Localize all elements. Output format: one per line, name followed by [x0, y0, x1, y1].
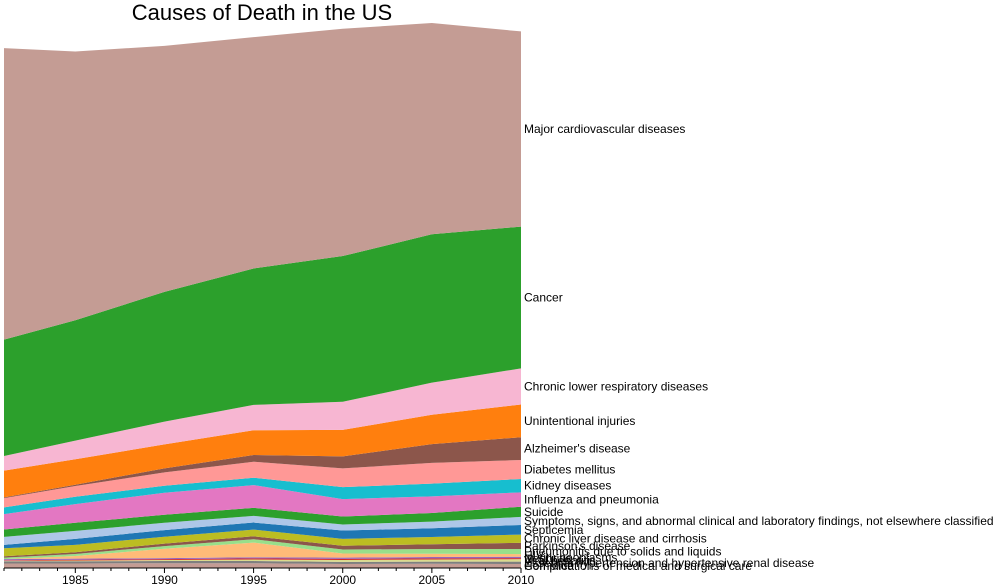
series-area-19 — [4, 226, 521, 456]
series-label-2: Essential hypertension and hypertensive … — [524, 556, 815, 570]
series-label-15: Diabetes mellitus — [524, 463, 615, 477]
series-label-1: Homicide — [524, 559, 574, 573]
series-area-13 — [4, 485, 521, 530]
series-area-4 — [4, 558, 521, 561]
series-label-0: Complications of medical and surgical ca… — [524, 559, 752, 573]
series-area-5 — [4, 556, 521, 561]
x-tick-label: 2000 — [329, 573, 356, 586]
series-area-18 — [4, 368, 521, 471]
series-area-3 — [4, 559, 521, 562]
series-label-12: Suicide — [524, 505, 564, 519]
series-labels: Complications of medical and surgical ca… — [524, 122, 994, 573]
series-label-10: Septicemia — [524, 523, 584, 537]
series-area-17 — [4, 404, 521, 498]
series-area-10 — [4, 522, 521, 549]
series-area-12 — [4, 506, 521, 537]
series-label-8: Parkinson's disease — [524, 539, 631, 553]
series-area-14 — [4, 477, 521, 515]
series-area-8 — [4, 536, 521, 558]
series-label-16: Alzheimer's disease — [524, 442, 631, 456]
series-label-13: Influenza and pneumonia — [524, 493, 659, 507]
series-label-20: Major cardiovascular diseases — [524, 122, 685, 136]
series-area-15 — [4, 459, 521, 508]
series-area-7 — [4, 539, 521, 560]
series-area-11 — [4, 515, 521, 545]
series-label-9: Chronic liver disease and cirrhosis — [524, 532, 707, 546]
series-label-6: HIV — [524, 548, 544, 562]
series-areas — [4, 23, 521, 568]
series-label-7: Pneumonitis due to solids and liquids — [524, 545, 721, 559]
x-tick-label: 1990 — [151, 573, 178, 586]
x-axis: 1985 1990 1995 2000 2005 2010 — [3, 567, 535, 586]
series-area-2 — [4, 561, 521, 564]
x-tick-label: 2005 — [419, 573, 446, 586]
series-label-11: Symptoms, signs, and abnormal clinical a… — [524, 514, 994, 528]
series-label-14: Kidney diseases — [524, 479, 611, 493]
series-area-16 — [4, 437, 521, 499]
series-area-9 — [4, 529, 521, 557]
series-label-5: In situ neoplasms — [524, 550, 617, 564]
series-label-4: Nephritis — [524, 552, 571, 566]
series-label-18: Chronic lower respiratory diseases — [524, 379, 708, 393]
x-tick-label: 2010 — [508, 573, 535, 586]
series-area-6 — [4, 542, 521, 560]
x-tick-label: 1995 — [240, 573, 267, 586]
series-label-17: Unintentional injuries — [524, 414, 635, 428]
series-area-20 — [4, 23, 521, 340]
chart-title: Causes of Death in the US — [132, 0, 392, 25]
series-label-19: Cancer — [524, 291, 563, 305]
series-label-3: Viral hepatitis — [524, 553, 596, 567]
x-tick-label: 1985 — [62, 573, 89, 586]
series-area-1 — [4, 563, 521, 568]
